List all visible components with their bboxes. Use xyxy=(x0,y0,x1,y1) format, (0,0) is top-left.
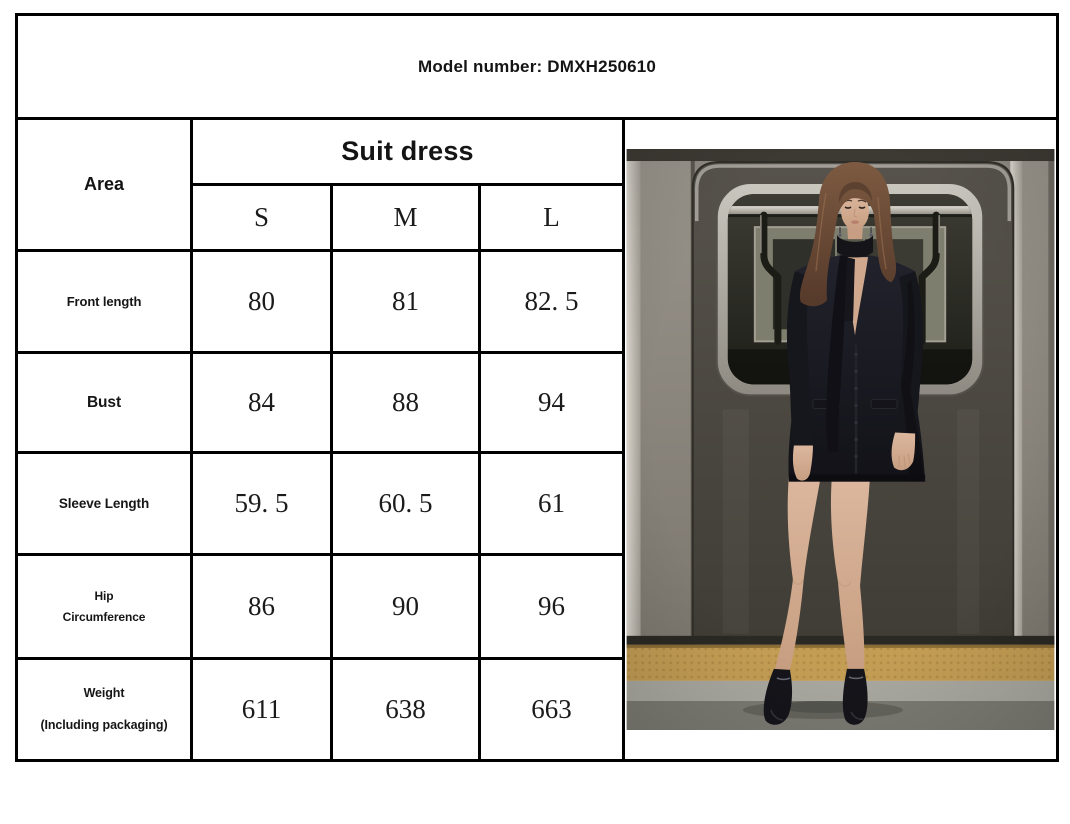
size-value: 96 xyxy=(478,553,625,660)
row-label-weight: Weight (Including packaging) xyxy=(15,657,193,762)
row-label-hip-circumference: Hip Circumference xyxy=(15,553,193,660)
area-header-cell: Area xyxy=(15,117,193,252)
size-value: 59. 5 xyxy=(190,451,333,556)
table-row: Bust 84 88 94 xyxy=(15,351,1058,454)
size-value: 638 xyxy=(330,657,481,762)
size-value: 86 xyxy=(190,553,333,660)
size-chart-table: Model number: DMXH250610 Area Suit dress xyxy=(14,13,1060,762)
model-number-title: Model number: DMXH250610 xyxy=(14,13,1060,120)
size-value: 84 xyxy=(190,351,333,454)
row-label-front-length: Front length xyxy=(15,249,193,354)
size-value: 611 xyxy=(190,657,333,762)
size-chart: Model number: DMXH250610 Area Suit dress xyxy=(14,13,1060,762)
size-value: 90 xyxy=(330,553,481,660)
size-header-l: L xyxy=(478,183,625,252)
photo-vignette xyxy=(626,149,1055,730)
product-name-cell: Suit dress xyxy=(190,117,625,186)
table-row: Front length 80 81 82. 5 xyxy=(15,249,1058,354)
size-value: 94 xyxy=(478,351,625,454)
row-label-sleeve-length: Sleeve Length xyxy=(15,451,193,556)
size-value: 61 xyxy=(478,451,625,556)
size-value: 60. 5 xyxy=(330,451,481,556)
product-photo xyxy=(626,149,1055,730)
table-row: Weight (Including packaging) 611 638 663 xyxy=(15,657,1058,762)
table-row: Sleeve Length 59. 5 60. 5 61 xyxy=(15,451,1058,556)
size-value: 663 xyxy=(478,657,625,762)
product-photo-cell xyxy=(621,117,1060,762)
size-header-s: S xyxy=(190,183,333,252)
table-row: Hip Circumference 86 90 96 xyxy=(15,553,1058,660)
size-value: 82. 5 xyxy=(478,249,625,354)
size-header-m: M xyxy=(330,183,481,252)
size-value: 80 xyxy=(190,249,333,354)
size-value: 88 xyxy=(330,351,481,454)
size-value: 81 xyxy=(330,249,481,354)
row-label-bust: Bust xyxy=(15,351,193,454)
